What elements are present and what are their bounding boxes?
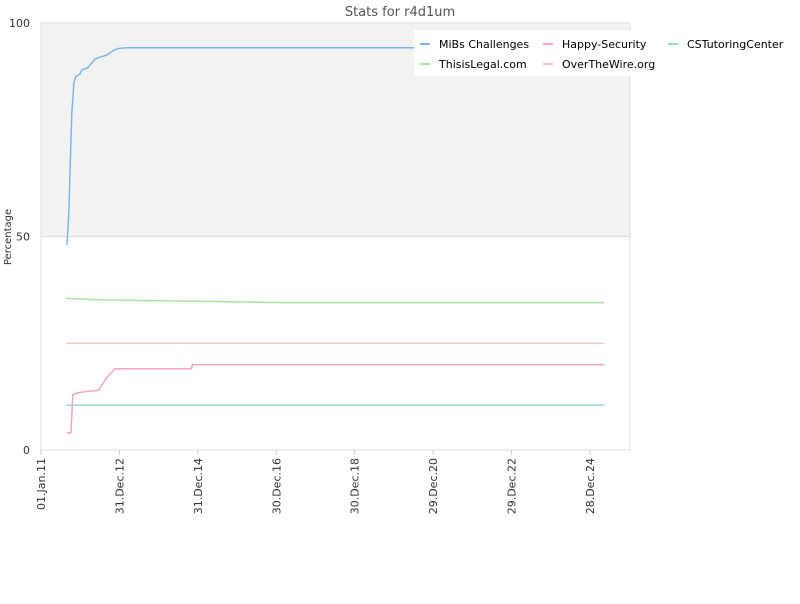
- x-tick-label: 28.Dec.24: [584, 458, 597, 514]
- legend-box: [414, 30, 786, 76]
- legend: MiBs Challenges Happy-Security CSTutoringC…: [414, 30, 786, 76]
- legend-label: OverTheWire.org: [562, 58, 655, 71]
- series-line: [67, 363, 605, 434]
- x-tick-label: 29.Dec.22: [506, 458, 519, 514]
- legend-label: ThisisLegal.com: [438, 58, 527, 71]
- series-line: [66, 47, 605, 246]
- series-line: [66, 297, 605, 304]
- legend-label: CSTutoringCenter: [687, 38, 784, 51]
- y-tick-label: 0: [23, 444, 30, 457]
- chart-title: Stats for r4d1um: [345, 5, 455, 20]
- legend-label: Happy-Security: [562, 38, 647, 51]
- x-tick-label: 29.Dec.20: [427, 458, 440, 514]
- x-tick-label: 31.Dec.12: [113, 458, 126, 514]
- x-tick-label: 30.Dec.16: [270, 458, 283, 514]
- y-tick-label: 50: [16, 231, 30, 244]
- x-tick-label: 30.Dec.18: [349, 458, 362, 514]
- y-axis-label: Percentage: [3, 209, 14, 265]
- x-tick-label: 31.Dec.14: [192, 458, 205, 514]
- legend-label: MiBs Challenges: [439, 38, 529, 51]
- y-tick-label: 100: [9, 17, 30, 30]
- x-tick-label: 01.Jan.11: [35, 458, 48, 510]
